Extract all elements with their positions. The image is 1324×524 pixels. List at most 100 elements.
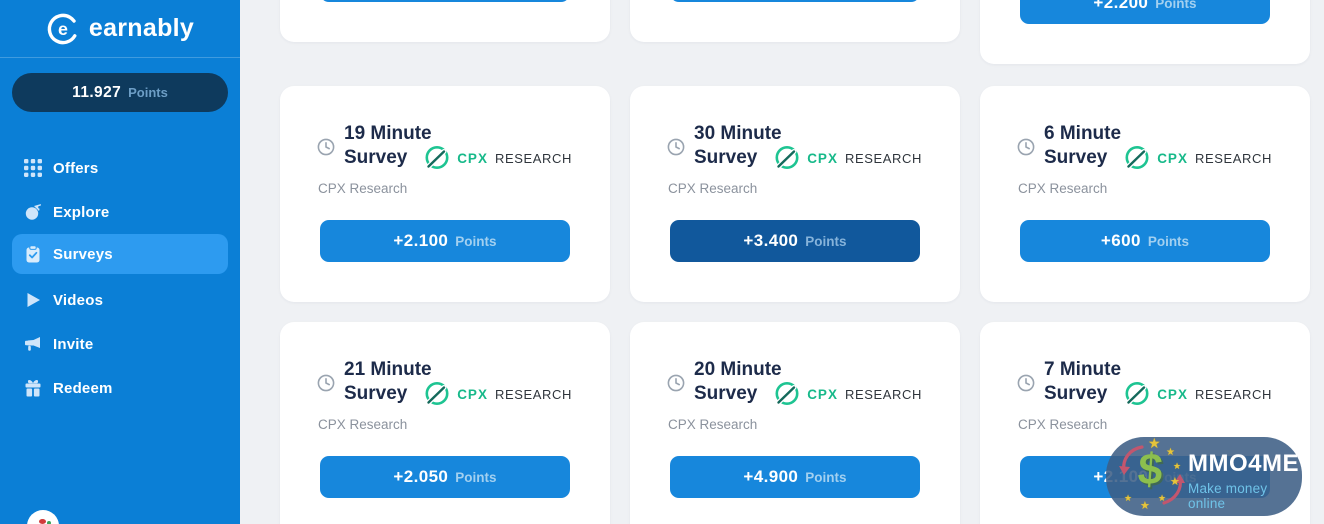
points-reward: +2.200 <box>1093 0 1149 12</box>
star-icon: ★ <box>1124 493 1133 503</box>
claim-points-button[interactable]: +2.100 Points <box>320 220 570 262</box>
watermark-subtitle: Make money online <box>1188 481 1268 511</box>
grid-icon <box>24 159 42 177</box>
survey-title: 7 Minute Survey <box>1044 359 1122 404</box>
sidebar-item-label: Videos <box>53 291 104 309</box>
points-reward-unit: Points <box>455 469 497 485</box>
survey-card: 6 Minute Survey CPX RESEARCH CPX Research… <box>980 86 1310 302</box>
sidebar: e earnably 11.927 Points Offers <box>0 0 240 524</box>
points-reward-unit: Points <box>805 233 847 249</box>
cpx-research-logo: CPX RESEARCH <box>1124 381 1272 407</box>
survey-title: 19 Minute Survey <box>344 123 432 168</box>
points-reward: +3.400 <box>743 231 799 250</box>
sidebar-nav: Offers Explore <box>0 146 240 410</box>
star-icon: ★ <box>1140 500 1150 512</box>
provider-name: CPX Research <box>1018 181 1108 196</box>
points-badge: 11.927 Points <box>12 73 228 112</box>
cpx-circle-icon <box>775 146 799 169</box>
avatar-detail <box>47 521 51 524</box>
survey-card <box>280 0 610 42</box>
star-icon: ★ <box>1166 447 1175 458</box>
points-reward-unit: Points <box>805 469 847 485</box>
sidebar-item-label: Surveys <box>53 245 113 263</box>
sidebar-item-invite[interactable]: Invite <box>12 322 228 366</box>
provider-name: CPX Research <box>1018 417 1108 432</box>
provider-name: CPX Research <box>318 181 408 196</box>
cpx-research-logo: CPX RESEARCH <box>774 145 922 171</box>
sidebar-item-label: Invite <box>53 335 94 353</box>
sidebar-item-explore[interactable]: Explore <box>12 190 228 234</box>
cycle-arrows-icon <box>1119 445 1185 505</box>
brand-logo[interactable]: e earnably <box>0 0 240 58</box>
survey-title: 6 Minute Survey <box>1044 123 1122 168</box>
points-unit: Points <box>128 85 168 100</box>
clock-icon <box>317 374 335 397</box>
research-wordmark: RESEARCH <box>844 150 922 166</box>
star-icon: ★ <box>1148 435 1161 451</box>
sidebar-item-videos[interactable]: Videos <box>12 278 228 322</box>
survey-title: 20 Minute Survey <box>694 359 782 404</box>
points-reward: +2.050 <box>393 467 449 486</box>
survey-title: 21 Minute Survey <box>344 359 432 404</box>
research-wordmark: RESEARCH <box>1194 150 1272 166</box>
cpx-wordmark: CPX <box>1157 150 1188 166</box>
research-wordmark: RESEARCH <box>494 386 572 402</box>
star-icon: ★ <box>1158 493 1167 503</box>
earnably-logo-icon: e <box>46 12 80 46</box>
cpx-wordmark: CPX <box>807 386 838 402</box>
claim-points-button[interactable]: +2.050 Points <box>320 456 570 498</box>
sidebar-item-offers[interactable]: Offers <box>12 146 228 190</box>
cpx-wordmark: CPX <box>457 150 488 166</box>
clock-icon <box>667 138 685 161</box>
survey-card: +2.200 Points <box>980 0 1310 64</box>
cpx-circle-icon <box>775 382 799 405</box>
cpx-wordmark: CPX <box>457 386 488 402</box>
claim-points-button[interactable] <box>320 0 570 2</box>
points-reward: +4.900 <box>743 467 799 486</box>
sidebar-item-redeem[interactable]: Redeem <box>12 366 228 410</box>
points-reward-unit: Points <box>1147 233 1190 249</box>
claim-points-button[interactable]: +2.200 Points <box>1020 0 1270 24</box>
clock-icon <box>667 374 685 397</box>
claim-points-button[interactable] <box>670 0 920 2</box>
research-wordmark: RESEARCH <box>1194 386 1272 402</box>
provider-name: CPX Research <box>668 417 758 432</box>
provider-name: CPX Research <box>318 417 408 432</box>
survey-card: 19 Minute Survey CPX RESEARCH CPX Researc… <box>280 86 610 302</box>
sidebar-item-surveys[interactable]: Surveys <box>12 234 228 274</box>
watermark-title: MMO4ME <box>1188 450 1299 477</box>
points-value: 11.927 <box>72 83 122 101</box>
gift-icon <box>24 379 42 397</box>
claim-points-button[interactable]: +4.900 Points <box>670 456 920 498</box>
clock-icon <box>317 138 335 161</box>
claim-points-button[interactable]: +600 Points <box>1020 220 1270 262</box>
survey-card <box>630 0 960 42</box>
cpx-research-logo: CPX RESEARCH <box>424 145 572 171</box>
mmo4me-watermark: $ ★ ★ ★ ★ ★ ★ ★ MMO4ME Make money online <box>1106 435 1302 516</box>
claim-points-button[interactable]: +3.400 Points <box>670 220 920 262</box>
star-icon: ★ <box>1170 476 1180 488</box>
clock-icon <box>1017 374 1035 397</box>
megaphone-icon <box>24 335 42 353</box>
cpx-circle-icon <box>425 382 449 405</box>
svg-text:e: e <box>58 18 68 38</box>
sidebar-item-label: Offers <box>53 159 99 177</box>
cpx-research-logo: CPX RESEARCH <box>424 381 572 407</box>
cpx-wordmark: CPX <box>807 150 838 166</box>
cpx-circle-icon <box>1125 382 1149 405</box>
cpx-research-logo: CPX RESEARCH <box>774 381 922 407</box>
points-reward-unit: Points <box>1155 0 1197 11</box>
clipboard-icon <box>24 245 42 263</box>
avatar-detail <box>39 519 46 524</box>
survey-card: 21 Minute Survey CPX RESEARCH CPX Researc… <box>280 322 610 524</box>
cpx-circle-icon <box>1125 146 1149 169</box>
compass-icon <box>24 203 42 221</box>
sidebar-item-label: Explore <box>53 203 110 221</box>
avatar[interactable] <box>27 510 59 524</box>
mmo4me-dollar-logo: $ ★ ★ ★ ★ ★ ★ ★ <box>1112 435 1192 516</box>
clock-icon <box>1017 138 1035 161</box>
points-reward-unit: Points <box>455 233 497 249</box>
research-wordmark: RESEARCH <box>844 386 922 402</box>
points-reward: +600 <box>1100 231 1141 250</box>
